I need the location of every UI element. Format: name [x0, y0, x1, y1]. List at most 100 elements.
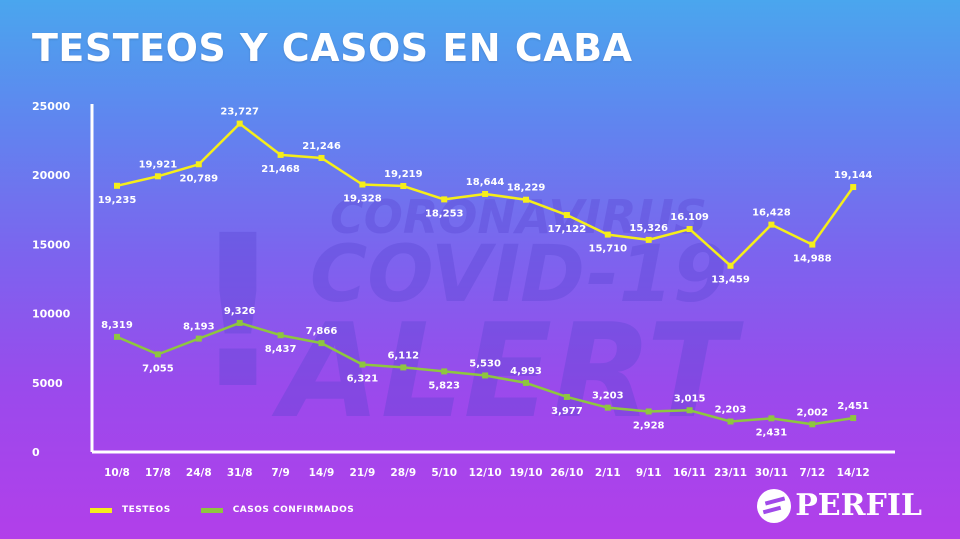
data-label: 8,437 — [265, 344, 297, 355]
x-tick-label: 12/10 — [469, 467, 502, 479]
legend-swatch-testeos — [90, 507, 112, 513]
data-point — [441, 368, 448, 375]
data-label: 7,055 — [142, 363, 174, 374]
data-point — [277, 151, 284, 158]
data-point — [727, 262, 734, 269]
data-label: 21,468 — [261, 164, 300, 175]
legend-label-testeos: TESTEOS — [122, 505, 171, 515]
data-point — [809, 241, 816, 248]
data-point — [768, 415, 775, 422]
x-tick-label: 7/12 — [799, 467, 825, 479]
data-point — [114, 333, 120, 340]
data-label: 23,727 — [220, 107, 259, 118]
x-tick-label: 10/8 — [104, 467, 130, 479]
data-point — [195, 161, 202, 168]
data-point — [604, 404, 611, 411]
data-label: 15,326 — [629, 223, 668, 234]
data-point — [114, 182, 120, 189]
legend-item-testeos: TESTEOS — [90, 505, 171, 515]
data-label: 13,459 — [711, 275, 750, 286]
data-label: 19,235 — [98, 195, 137, 206]
data-label: 4,993 — [510, 366, 542, 377]
data-point — [850, 415, 857, 422]
y-tick-label: 15000 — [32, 238, 71, 251]
x-tick-label: 21/9 — [350, 467, 376, 479]
data-point — [318, 340, 325, 347]
data-point — [359, 181, 366, 188]
data-point — [686, 407, 693, 414]
data-label: 2,928 — [633, 420, 665, 431]
data-label: 6,321 — [347, 374, 379, 385]
perfil-logo-text: PERFIL — [795, 488, 922, 523]
data-point — [154, 351, 161, 358]
chart-legend: TESTEOS CASOS CONFIRMADOS — [90, 505, 354, 515]
data-point — [563, 393, 570, 400]
data-point — [645, 408, 652, 415]
data-label: 21,246 — [302, 141, 341, 152]
data-point — [359, 361, 366, 368]
data-point — [523, 196, 529, 203]
data-label: 7,866 — [306, 326, 338, 337]
data-point — [400, 183, 407, 190]
x-tick-label: 23/11 — [714, 467, 747, 479]
x-tick-label: 17/8 — [145, 467, 171, 479]
perfil-logo: PERFIL — [757, 488, 922, 523]
data-label: 2,431 — [756, 427, 788, 438]
data-label: 3,203 — [592, 391, 624, 402]
data-point — [400, 364, 407, 371]
data-point — [604, 231, 611, 238]
x-tick-label: 16/11 — [673, 467, 706, 479]
data-label: 6,112 — [387, 350, 419, 361]
data-point — [236, 319, 243, 326]
data-point — [563, 212, 570, 219]
x-tick-label: 26/10 — [550, 467, 583, 479]
data-label: 2,203 — [715, 405, 747, 416]
perfil-logo-icon — [757, 488, 792, 523]
data-point — [154, 173, 161, 180]
legend-item-casos: CASOS CONFIRMADOS — [200, 505, 355, 515]
x-tick-label: 7/9 — [271, 467, 289, 479]
data-label: 2,002 — [796, 407, 828, 418]
data-label: 18,644 — [466, 177, 505, 188]
data-point — [441, 196, 448, 203]
data-label: 9,326 — [224, 306, 256, 317]
data-label: 17,122 — [548, 224, 587, 235]
data-label: 14,988 — [793, 254, 832, 265]
data-point — [318, 154, 325, 161]
data-label: 15,710 — [589, 244, 628, 255]
data-label: 19,921 — [139, 159, 178, 170]
y-tick-label: 20000 — [32, 169, 71, 182]
data-point — [727, 418, 734, 425]
data-label: 3,977 — [551, 406, 583, 417]
data-point — [277, 332, 284, 339]
data-point — [768, 221, 775, 228]
data-label: 19,219 — [384, 169, 423, 180]
data-label: 5,530 — [469, 358, 501, 369]
data-point — [482, 190, 489, 197]
legend-swatch-casos — [200, 507, 223, 513]
data-point — [482, 372, 489, 379]
data-label: 2,451 — [837, 401, 869, 412]
data-point — [236, 120, 243, 127]
data-point — [523, 379, 529, 386]
x-tick-label: 31/8 — [227, 467, 253, 479]
data-point — [645, 236, 652, 243]
x-tick-label: 30/11 — [755, 467, 788, 479]
y-tick-label: 0 — [32, 446, 40, 459]
data-label: 3,015 — [674, 393, 706, 404]
x-tick-label: 14/9 — [309, 467, 335, 479]
y-tick-label: 10000 — [32, 308, 71, 321]
data-label: 18,229 — [507, 183, 546, 194]
data-label: 19,144 — [834, 170, 873, 181]
legend-label-casos: CASOS CONFIRMADOS — [232, 505, 355, 515]
y-tick-label: 25000 — [32, 100, 71, 113]
data-label: 16.109 — [670, 212, 709, 223]
data-label: 18,253 — [425, 208, 464, 219]
data-label: 8,319 — [101, 320, 133, 331]
data-point — [850, 184, 857, 191]
data-point — [195, 335, 202, 342]
data-label: 5,823 — [428, 380, 460, 391]
chart-title: TESTEOS Y CASOS EN CABA — [32, 26, 633, 70]
x-tick-label: 24/8 — [186, 467, 212, 479]
